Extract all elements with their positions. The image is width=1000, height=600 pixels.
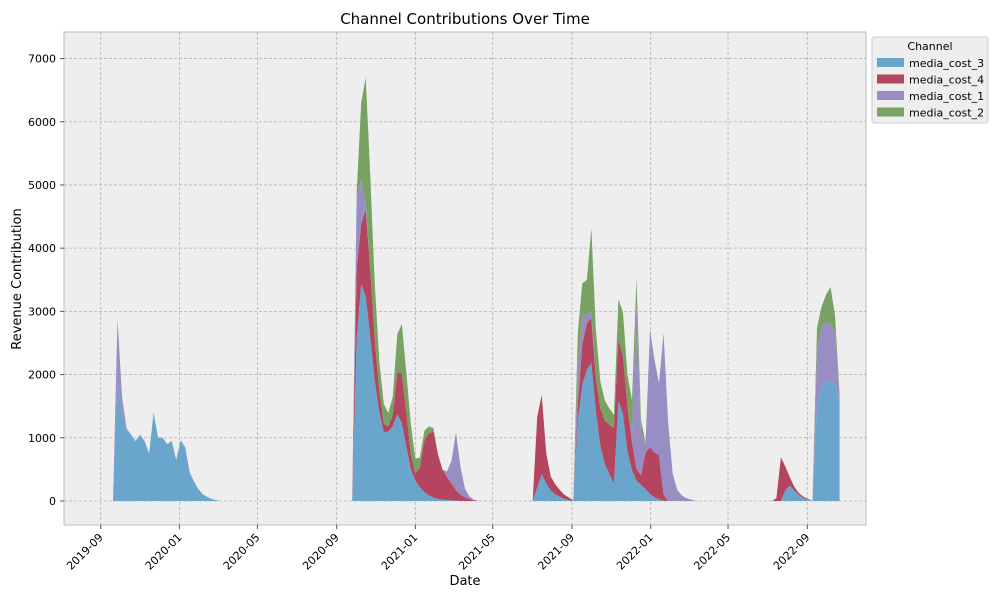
y-tick-label: 2000 <box>28 369 56 382</box>
legend-label-media_cost_3: media_cost_3 <box>909 57 984 70</box>
plot-area <box>63 31 867 526</box>
area-media_cost_3 <box>113 284 840 501</box>
area-media_cost_1 <box>113 179 840 501</box>
x-axis-label: Date <box>449 574 480 589</box>
legend-label-media_cost_4: media_cost_4 <box>909 74 984 87</box>
y-tick-label: 5000 <box>28 179 56 192</box>
y-tick-label: 0 <box>49 495 56 508</box>
legend-items: media_cost_3 media_cost_4 media_cost_1medi… <box>877 57 984 120</box>
chart-title: Channel Contributions Over Time <box>340 10 590 28</box>
legend-swatch-media_cost_4 <box>877 74 904 84</box>
legend-label-media_cost_2: media_cost_2 <box>909 107 984 120</box>
legend-label-media_cost_1: media_cost_1 <box>909 90 984 103</box>
legend-swatch-media_cost_2 <box>877 107 904 117</box>
y-axis-label: Revenue Contribution <box>10 208 25 349</box>
y-tick-label: 1000 <box>28 432 56 445</box>
y-axis-ticks: 0 1000 2000 3000 4000 5000 6000 7000 <box>28 53 64 508</box>
y-tick-label: 3000 <box>28 305 56 318</box>
legend-title: Channel <box>907 40 952 53</box>
y-tick-label: 4000 <box>28 242 56 255</box>
grid <box>64 32 866 525</box>
y-tick-label: 6000 <box>28 116 56 129</box>
stacked-areas <box>113 77 840 501</box>
legend: Channel media_cost_3media_cost_4media_co… <box>871 36 989 124</box>
legend-swatch-media_cost_3 <box>877 58 904 67</box>
legend-swatch-media_cost_1 <box>877 91 904 100</box>
y-tick-label: 7000 <box>28 53 56 66</box>
